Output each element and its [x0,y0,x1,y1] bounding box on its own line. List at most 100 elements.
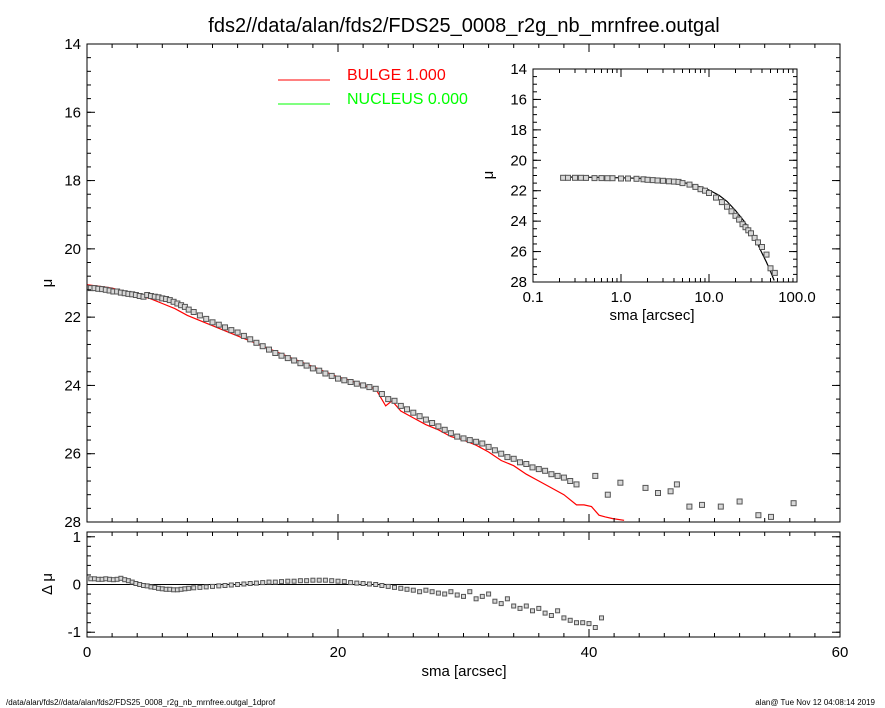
residual-data-point [354,580,360,586]
main-ytick-label: 20 [64,241,81,258]
inset-data-point [751,234,758,241]
main-ylabel: μ [39,279,56,288]
residual-xlabel: sma [arcsec] [421,663,506,680]
residual-data-point [417,589,423,595]
main-ytick-label: 26 [64,446,81,463]
residual-data-point [210,583,215,589]
residual-data-point [561,615,567,621]
residual-data-point [329,578,335,584]
footer-left: /data/alan/fds2//data/alan/fds2/FDS25_00… [6,698,276,707]
main-data-point [491,447,498,454]
inset-data-point [767,265,774,272]
inset-ytick-label: 18 [510,122,527,139]
main-data-point [504,454,511,461]
residual-data-point [492,598,498,604]
inset-data-point [728,208,735,215]
main-data-point [215,321,222,328]
inset-xtick-label: 1.0 [611,289,632,306]
residual-data-point [266,579,272,585]
inset-data-point [771,269,778,276]
legend-bulge-label: BULGE 1.000 [347,67,446,84]
residual-data-point [297,578,303,584]
main-data-point [247,336,254,343]
residual-data-point [523,603,529,609]
main-data-point [391,397,398,404]
main-data-point [309,365,316,372]
residual-data-point [316,577,322,583]
inset-xlabel: sma [arcsec] [609,307,694,324]
main-data-point [203,315,210,322]
residual-data-point [473,596,479,602]
inset-data-point [625,175,631,182]
residual-data-point [555,608,561,614]
inset-data-point [572,174,578,181]
main-data-point [185,306,192,313]
main-data-point [473,438,480,445]
main-legend: BULGE 1.000 NUCLEUS 0.000 [278,67,468,108]
main-data-point [466,437,473,444]
residual-data-point [580,620,586,626]
residual-data-point [448,589,454,595]
main-ytick-label: 16 [64,104,81,121]
inset-ytick-label: 26 [510,244,527,261]
residual-data-point [260,580,266,586]
residual-data-point [348,580,354,586]
inset-data-point [660,177,666,184]
main-data-point [485,443,492,450]
residual-data-point [360,581,366,586]
main-data-point [240,332,247,339]
inset-ytick-label: 24 [510,213,527,230]
main-data-point [529,464,536,471]
main-data-point [410,409,417,416]
residual-data-point [574,620,579,626]
inset-data-point [583,174,589,181]
residual-data-point [599,615,604,621]
inset-ytick-label: 20 [510,152,527,169]
inset-ytick-label: 28 [510,274,527,291]
residual-data-point [586,621,592,627]
residual-data-point [247,581,253,586]
inset-panel: 0.1 1.0 10.0 100.0 14 16 18 20 22 24 26 28 [510,61,815,306]
main-data-point [535,466,542,473]
residual-data-point [379,583,385,588]
inset-ytick-label: 22 [510,183,527,200]
main-data-point [523,461,530,467]
residual-data-point [442,591,448,597]
main-data-point [266,346,272,353]
inset-xtick-label: 0.1 [523,289,544,306]
inset-xtick-label: 10.0 [694,289,723,306]
main-frame [86,43,841,523]
main-data-point [297,360,304,367]
residual-data-point [341,579,347,585]
main-data-point [548,471,555,478]
main-data-point [222,324,228,331]
residual-data-point [435,590,441,596]
main-data-point [259,343,266,350]
inset-data-point [604,175,611,182]
residual-data-point [592,625,598,630]
main-data-point [517,459,523,466]
residual-data-point [222,583,228,588]
main-data-point [228,327,235,334]
main-data-point [790,500,797,507]
residual-data-point [404,586,410,592]
main-panel: 14 16 18 20 22 24 26 28 [64,36,841,531]
residual-ytick-label: 0 [73,577,81,594]
main-data-point [755,512,762,519]
main-data-point [316,367,323,374]
main-data-point [592,472,599,479]
inset-data-point [609,175,616,182]
inset-data-point [748,230,754,237]
residual-plot-area [88,575,604,630]
residual-ylabel: Δ μ [39,573,56,595]
residual-ytick-label: -1 [68,624,81,641]
residual-xtick-label: 20 [330,644,347,661]
residual-data-point [398,585,404,591]
main-data-point [573,481,580,488]
figure-title: fds2//data/alan/fds2/FDS25_0008_r2g_nb_m… [208,15,719,37]
main-data-point [378,391,385,397]
inset-data-point [713,194,719,201]
residual-data-point [203,584,209,590]
main-data-point [291,357,298,364]
